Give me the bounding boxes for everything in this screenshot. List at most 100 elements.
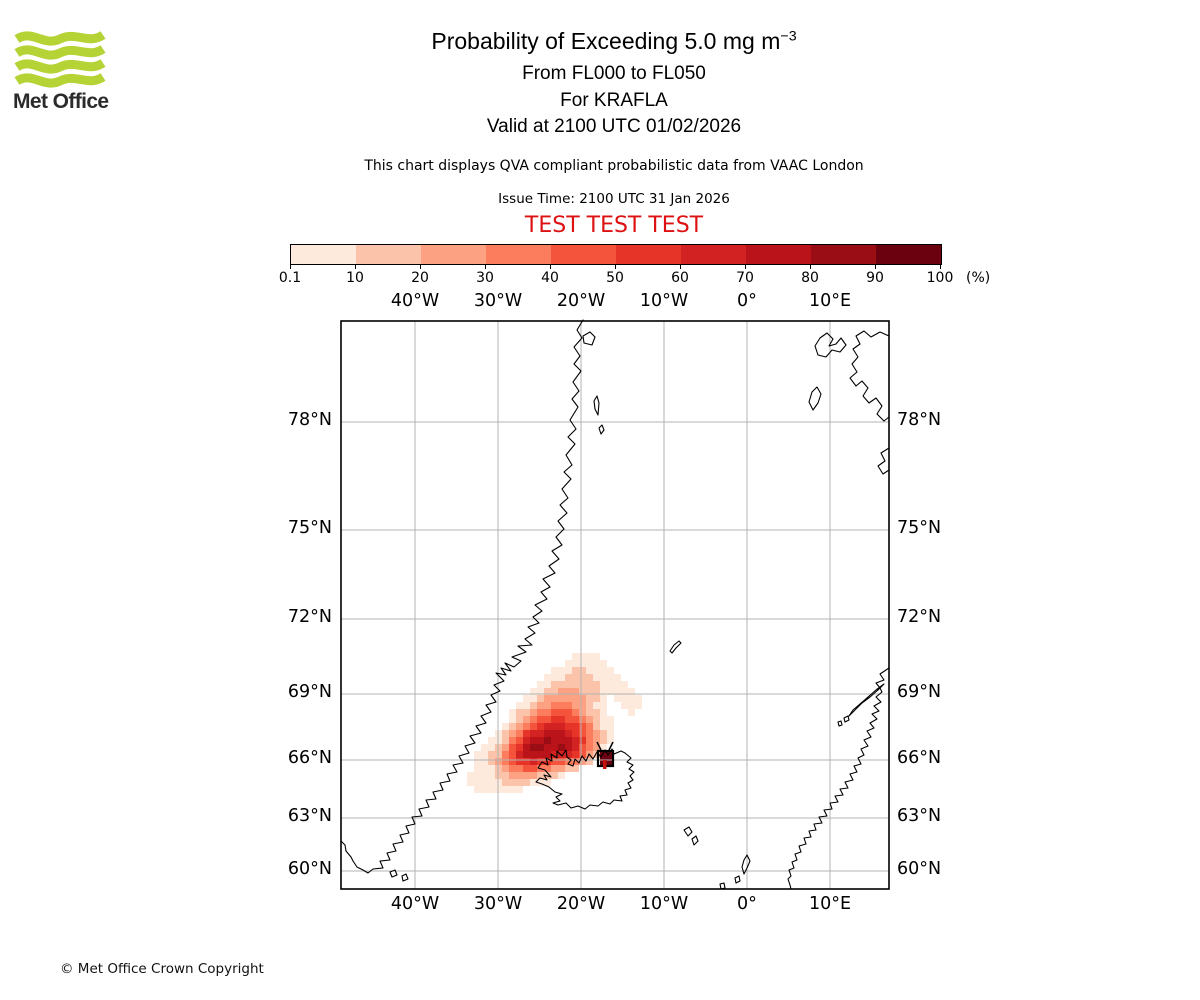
chart-title-text: Probability of Exceeding 5.0 mg m [431,28,781,54]
colorbar-tick-label: 80 [801,270,819,286]
colorbar-tick [745,265,746,269]
latitude-label-right: 75°N [897,518,942,538]
coastline-svalbard-small [808,386,822,411]
coastline-faroe-1 [683,826,693,837]
colorbar-tick [615,265,616,269]
coastline-faroe-2 [691,835,699,846]
longitude-label-bottom: 40°W [390,894,440,914]
colorbar-segment [551,245,616,264]
coastline-greenland-islet-sw2 [401,873,409,882]
coastline-shetland [741,854,751,875]
colorbar-segment [421,245,486,264]
coastline-svalbard-main [849,330,890,422]
coastline-greenland-islet-sw1 [389,869,398,878]
colorbar-segment [811,245,876,264]
subtitle-volcano: For KRAFLA [560,90,668,111]
latitude-label-right: 69°N [897,682,942,702]
colorbar-segment [291,245,356,264]
latitude-label-left: 69°N [287,682,332,702]
subtitle-flight-levels: From FL000 to FL050 [522,63,706,84]
map-background [341,321,889,889]
colorbar-segment [681,245,746,264]
colorbar-tick [420,265,421,269]
latitude-label-left: 75°N [287,518,332,538]
longitude-label-bottom: 0° [737,894,757,914]
coastline-norway [787,667,890,890]
colorbar-tick [355,265,356,269]
colorbar-tick [940,265,941,269]
longitude-label-top: 0° [737,291,757,311]
coastline-greenland-islet-2 [598,424,605,435]
chart-title: Probability of Exceeding 5.0 mg m−3 [264,28,964,55]
colorbar-tick-label: 0.1 [278,270,302,286]
longitude-label-bottom: 20°W [556,894,606,914]
coastline-orkney [719,882,726,890]
colorbar-tick-label: 100 [926,270,954,286]
met-office-logo [14,30,106,88]
coastline-lofoten [848,683,885,717]
subtitle-valid-time: Valid at 2100 UTC 01/02/2026 [486,116,742,137]
coastline-fair-isle [734,875,741,884]
coastline-jan-mayen [669,640,682,654]
longitude-label-bottom: 10°W [639,894,689,914]
colorbar-tick-label: 30 [476,270,494,286]
longitude-label-top: 10°E [808,291,852,311]
colorbar-tick-label: 50 [606,270,624,286]
test-watermark: TEST TEST TEST [524,213,704,238]
coastline-greenland-island-ne [582,331,596,346]
logo-wordmark: Met Office [13,90,109,113]
latitude-label-right: 60°N [897,859,942,879]
volcano-marker [596,741,615,769]
colorbar-segment [746,245,811,264]
longitude-label-top: 20°W [556,291,606,311]
latitude-label-right: 78°N [897,410,942,430]
latitude-label-left: 66°N [287,748,332,768]
colorbar-tick-label: 40 [541,270,559,286]
latitude-label-right: 72°N [897,607,942,627]
colorbar-segment [356,245,421,264]
colorbar-tick [290,265,291,269]
colorbar-tick-label: 60 [671,270,689,286]
colorbar-tick [550,265,551,269]
coastline-iceland [535,748,635,810]
longitude-label-top: 40°W [390,291,440,311]
colorbar-tick [810,265,811,269]
coastline-greenland-islet-1 [593,395,600,416]
latitude-label-right: 63°N [897,806,942,826]
longitude-label-bottom: 10°E [808,894,852,914]
graticule-grid [341,321,889,889]
coastline-svalbard-edge [877,447,890,475]
colorbar-tick [875,265,876,269]
coastlines [340,319,890,890]
coastline-lofoten-islet-1 [843,715,850,723]
issue-time: Issue Time: 2100 UTC 31 Jan 2026 [498,191,730,207]
colorbar-segment [486,245,551,264]
longitude-label-bottom: 30°W [473,894,523,914]
latitude-label-right: 66°N [897,748,942,768]
coastline-svalbard-west [814,332,847,358]
qva-note: This chart displays QVA compliant probab… [364,158,864,174]
logo-waves [14,30,106,88]
colorbar-tick-label: 90 [866,270,884,286]
colorbar-segment [876,245,941,264]
probability-colorbar [290,244,942,265]
chart-title-exponent: −3 [780,28,797,45]
longitude-label-top: 30°W [473,291,523,311]
map-frame [340,320,890,890]
colorbar-tick-label: 70 [736,270,754,286]
colorbar-tick [485,265,486,269]
colorbar-tick-label: 10 [346,270,364,286]
colorbar-tick [680,265,681,269]
latitude-label-left: 63°N [287,806,332,826]
copyright-notice: © Met Office Crown Copyright [60,961,264,977]
coastline-lofoten-islet-2 [837,720,843,727]
latitude-label-left: 60°N [287,859,332,879]
latitude-label-left: 78°N [287,410,332,430]
longitude-label-top: 10°W [639,291,689,311]
colorbar-segment [616,245,681,264]
coastline-greenland [340,319,584,874]
latitude-label-left: 72°N [287,607,332,627]
colorbar-tick-label: 20 [411,270,429,286]
